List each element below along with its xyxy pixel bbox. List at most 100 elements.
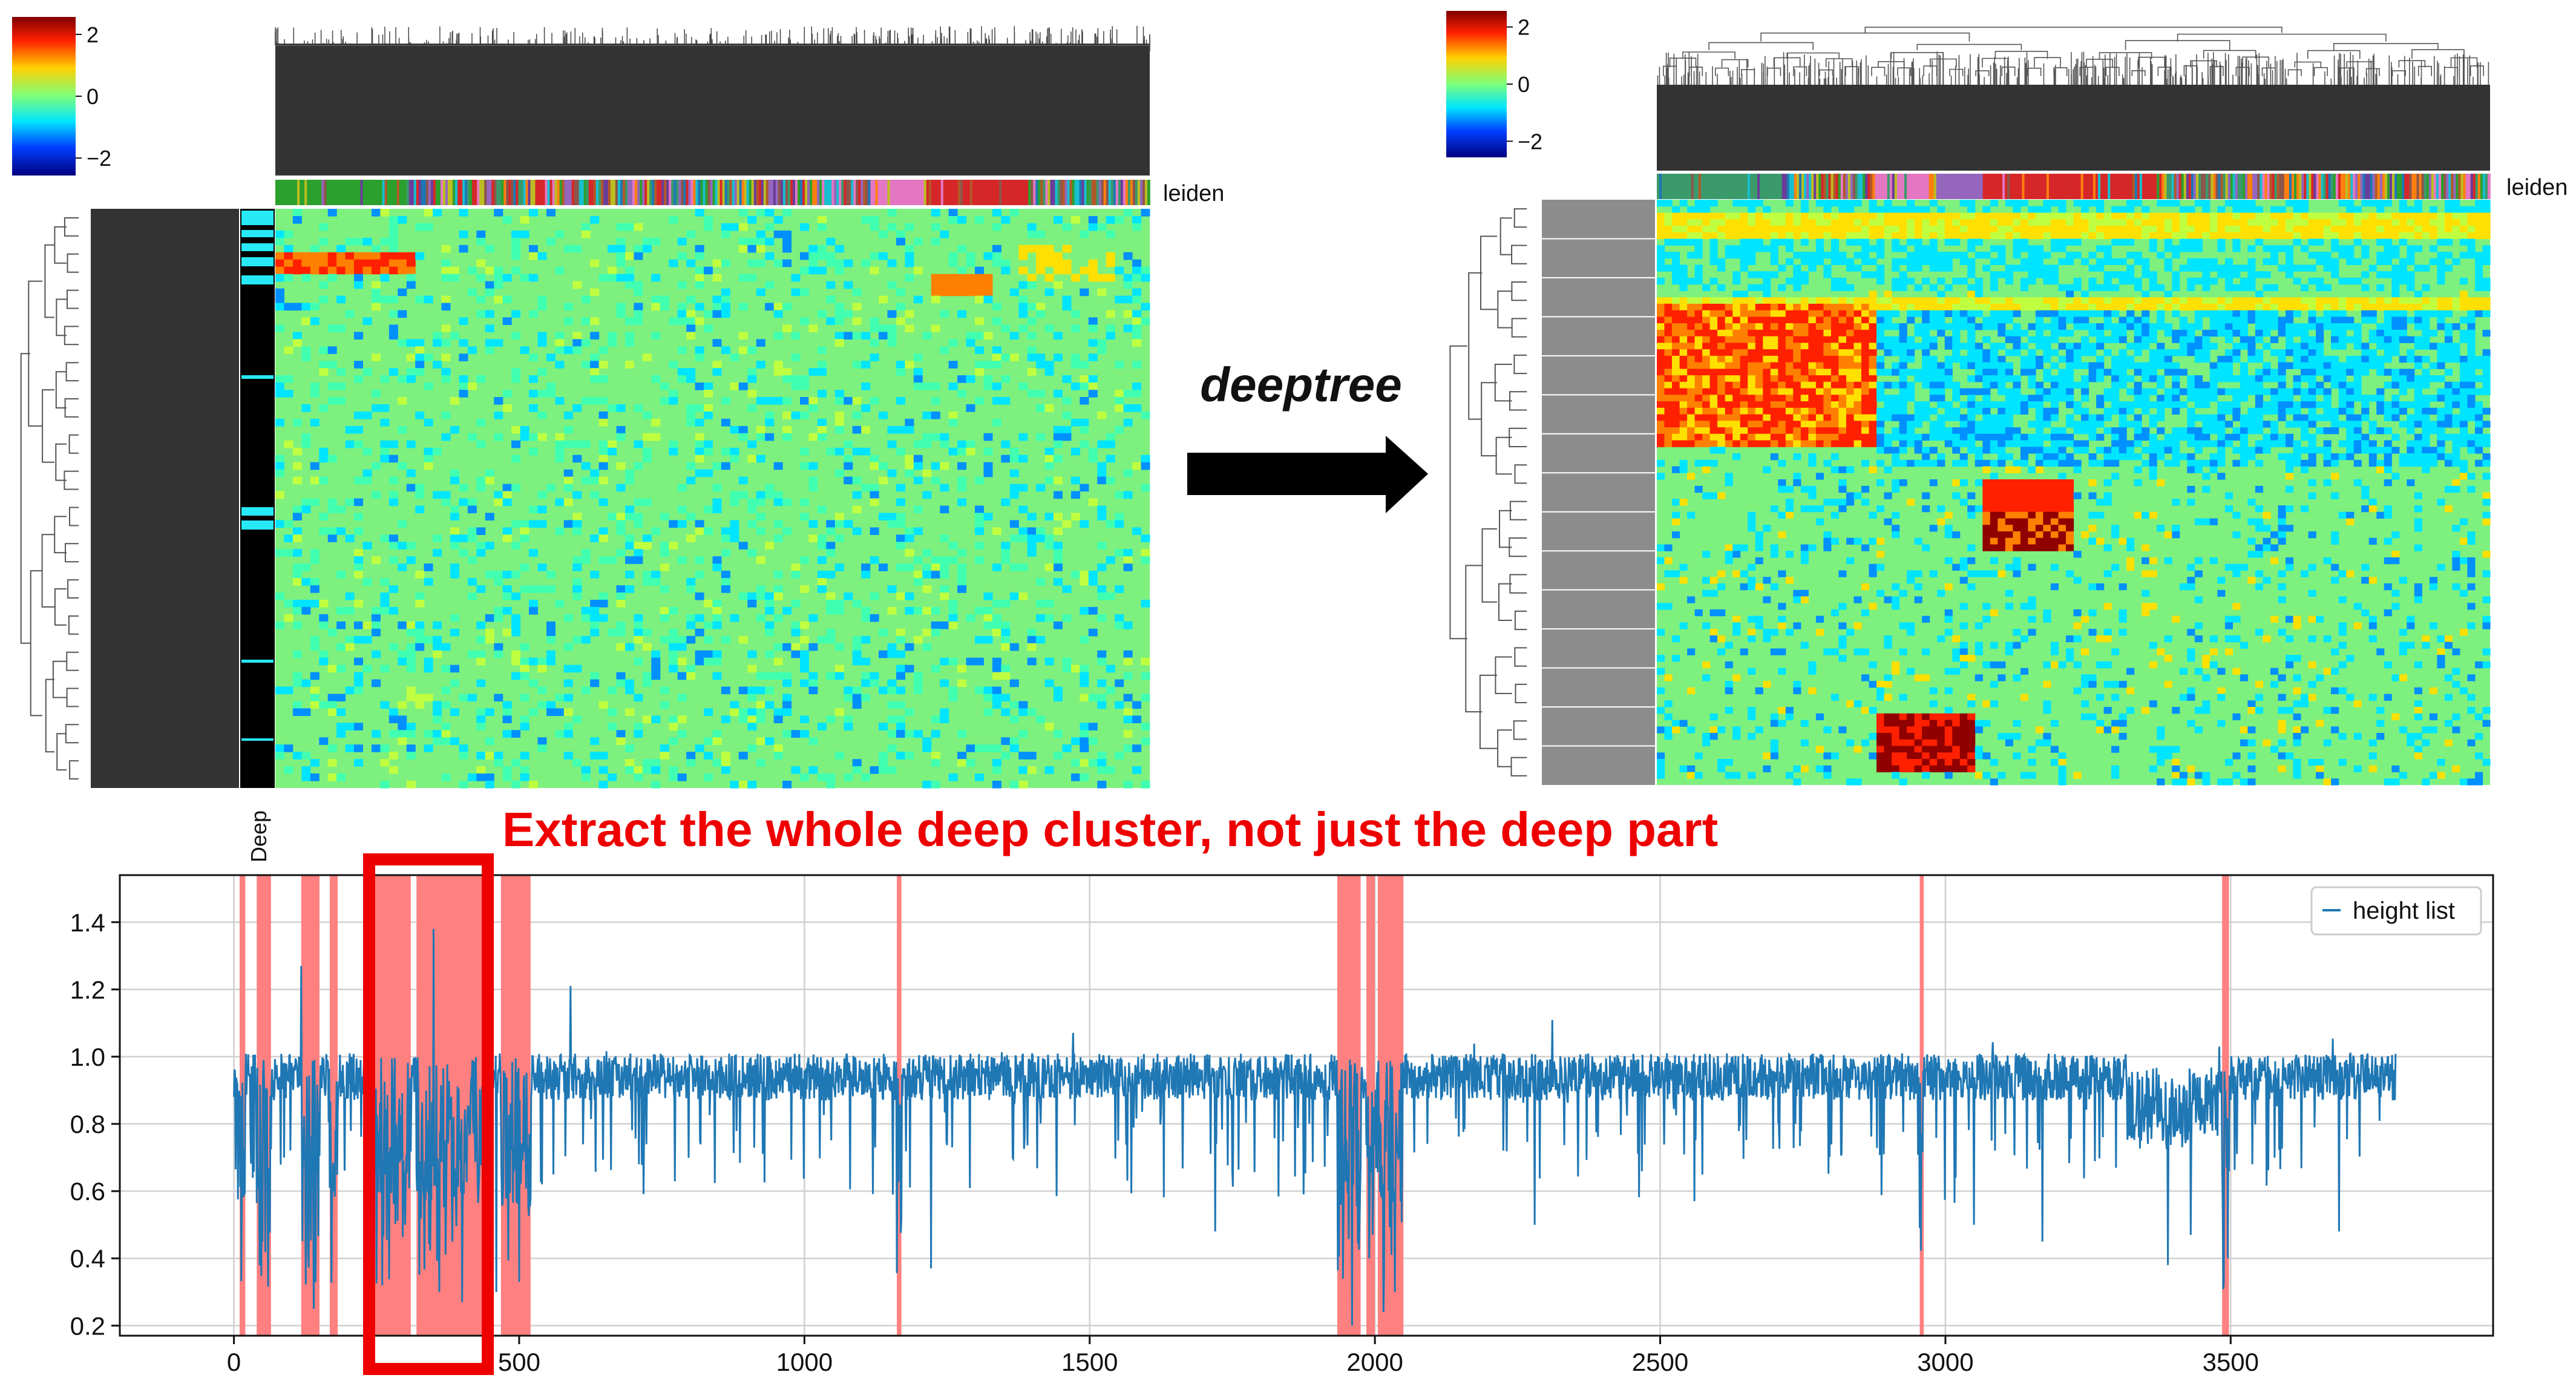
heatmap-cell <box>1869 303 1877 311</box>
heatmap-cell <box>2217 245 2226 252</box>
heatmap-cell <box>2459 226 2468 233</box>
heatmap-cell <box>2013 264 2021 272</box>
heatmap-cell <box>2467 329 2476 337</box>
heatmap-cell <box>1044 542 1054 550</box>
heatmap-cell <box>2020 245 2028 252</box>
heatmap-cell <box>310 672 320 680</box>
heatmap-cell <box>870 484 879 492</box>
heatmap-cell <box>537 665 547 673</box>
heatmap-cell <box>1748 310 1756 317</box>
leiden-segment <box>1963 174 1967 199</box>
leiden-segment <box>2188 174 2192 199</box>
heatmap-cell <box>1664 212 1673 220</box>
heatmap-cell <box>1097 440 1107 448</box>
heatmap-cell <box>1982 219 1991 226</box>
heatmap-cell <box>2323 219 2332 226</box>
heatmap-cell <box>1944 297 1953 304</box>
heatmap-cell <box>372 679 381 688</box>
heatmap-cell <box>738 715 748 723</box>
heatmap-cell <box>922 744 932 752</box>
leiden-segment <box>1781 174 1785 199</box>
heatmap-cell <box>808 324 818 332</box>
heatmap-cell <box>2338 277 2347 285</box>
heatmap-cell <box>327 259 337 268</box>
heatmap-cell <box>616 679 626 688</box>
heatmap-cell <box>1937 226 1945 233</box>
leiden-segment <box>756 180 759 205</box>
heatmap-cell <box>1657 200 1665 207</box>
heatmap-cell <box>511 542 521 550</box>
heatmap-cell <box>1018 455 1028 463</box>
heatmap-cell <box>756 513 765 520</box>
leiden-segment <box>877 180 881 205</box>
heatmap-cell <box>292 571 302 579</box>
heatmap-cell <box>765 542 775 550</box>
heatmap-cell <box>861 332 871 340</box>
heatmap-cell <box>1001 556 1011 564</box>
heatmap-cell <box>765 209 775 217</box>
heatmap-cell <box>1071 324 1080 332</box>
heatmap-cell <box>1702 310 1711 317</box>
heatmap-cell <box>1944 258 1953 265</box>
heatmap-cell <box>590 332 600 340</box>
heatmap-cell <box>327 346 337 354</box>
leiden-segment <box>635 180 638 205</box>
heatmap-cell <box>319 657 329 666</box>
heatmap-cell <box>852 412 862 419</box>
heatmap-cell <box>1755 310 1763 317</box>
leiden-segment <box>1796 174 1800 199</box>
heatmap-cell <box>398 715 407 723</box>
heatmap-cell <box>2346 303 2355 311</box>
heatmap-cell <box>1071 665 1080 673</box>
heatmap-cell <box>2224 329 2233 337</box>
heatmap-cell <box>2293 277 2301 285</box>
heatmap-cell <box>608 339 617 347</box>
leiden-segment <box>2438 174 2442 199</box>
heatmap-cell <box>2126 206 2135 213</box>
leiden-segment <box>1103 180 1107 205</box>
heatmap-cell <box>2134 329 2142 337</box>
heatmap-cell <box>372 245 381 253</box>
heatmap-cell <box>2316 336 2324 343</box>
heatmap-cell <box>660 686 669 695</box>
heatmap-cell <box>2194 336 2203 343</box>
heatmap-cell <box>388 498 398 507</box>
heatmap-cell <box>1778 310 1786 317</box>
heatmap-cell <box>2103 336 2112 343</box>
heatmap-cell <box>380 606 390 615</box>
heatmap-cell <box>1657 329 1665 337</box>
heatmap-cell <box>1664 226 1673 233</box>
leiden-segment <box>985 180 988 205</box>
heatmap-cell <box>1755 212 1763 220</box>
heatmap-cell <box>2217 329 2226 337</box>
heatmap-cell <box>398 266 407 275</box>
heatmap-cell <box>1763 362 1771 369</box>
heatmap-cell <box>406 542 416 550</box>
heatmap-cell <box>2073 323 2082 330</box>
heatmap-cell <box>1009 288 1019 297</box>
heatmap-cell <box>459 353 468 361</box>
heatmap-cell <box>1830 343 1839 350</box>
leiden-segment <box>600 180 604 205</box>
heatmap-cell <box>2209 212 2218 220</box>
heatmap-cell <box>2035 226 2043 233</box>
heatmap-cell <box>1876 355 1885 363</box>
heatmap-cell <box>1838 206 1847 213</box>
heatmap-cell <box>887 440 897 448</box>
heatmap-cell <box>1846 355 1855 363</box>
heatmap-cell <box>485 773 494 781</box>
leiden-segment <box>807 180 810 205</box>
leiden-segment <box>2384 174 2388 199</box>
heatmap-cell <box>388 476 398 485</box>
heatmap-cell <box>782 237 792 246</box>
heatmap-cell <box>773 498 783 507</box>
heatmap-cell <box>957 216 967 224</box>
heatmap-cell <box>2013 232 2021 239</box>
heatmap-cell <box>467 578 477 586</box>
leiden-segment <box>827 180 830 205</box>
heatmap-cell <box>1952 343 1961 350</box>
leiden-segment <box>2374 174 2378 199</box>
leiden-segment <box>856 180 859 205</box>
heatmap-cell <box>2459 212 2468 220</box>
heatmap-cell <box>284 614 293 622</box>
